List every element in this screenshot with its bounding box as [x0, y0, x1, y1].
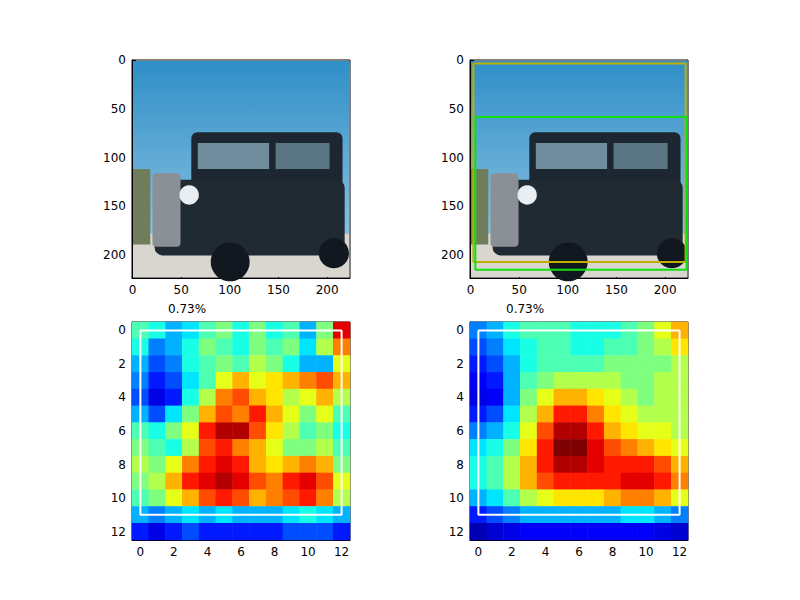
- svg-text:150: 150: [441, 199, 464, 213]
- svg-text:8: 8: [118, 458, 126, 472]
- svg-text:0: 0: [467, 283, 475, 297]
- svg-text:10: 10: [111, 491, 126, 505]
- svg-text:8: 8: [271, 545, 279, 559]
- svg-text:8: 8: [456, 458, 464, 472]
- svg-text:100: 100: [441, 151, 464, 165]
- svg-text:4: 4: [118, 390, 126, 404]
- svg-text:50: 50: [174, 283, 189, 297]
- svg-text:6: 6: [575, 545, 583, 559]
- svg-text:12: 12: [334, 545, 349, 559]
- svg-text:0: 0: [456, 53, 464, 67]
- svg-text:200: 200: [441, 248, 464, 262]
- svg-text:0: 0: [118, 323, 126, 337]
- svg-text:200: 200: [103, 248, 126, 262]
- svg-text:10: 10: [300, 545, 315, 559]
- svg-text:10: 10: [638, 545, 653, 559]
- svg-text:0: 0: [456, 323, 464, 337]
- svg-text:4: 4: [456, 390, 464, 404]
- svg-text:100: 100: [218, 283, 241, 297]
- svg-text:2: 2: [456, 357, 464, 371]
- svg-text:150: 150: [605, 283, 628, 297]
- svg-text:2: 2: [118, 357, 126, 371]
- svg-text:6: 6: [118, 424, 126, 438]
- svg-text:100: 100: [556, 283, 579, 297]
- svg-text:6: 6: [237, 545, 245, 559]
- svg-text:150: 150: [267, 283, 290, 297]
- svg-text:0: 0: [118, 53, 126, 67]
- svg-text:0.73%: 0.73%: [506, 302, 544, 316]
- svg-text:50: 50: [449, 102, 464, 116]
- svg-text:50: 50: [512, 283, 527, 297]
- svg-text:50: 50: [111, 102, 126, 116]
- svg-text:0: 0: [137, 545, 145, 559]
- svg-text:200: 200: [316, 283, 339, 297]
- svg-text:100: 100: [103, 151, 126, 165]
- svg-text:150: 150: [103, 199, 126, 213]
- svg-text:0: 0: [475, 545, 483, 559]
- svg-text:12: 12: [449, 525, 464, 539]
- svg-text:200: 200: [654, 283, 677, 297]
- svg-text:4: 4: [204, 545, 212, 559]
- svg-text:0: 0: [129, 283, 137, 297]
- svg-text:12: 12: [111, 525, 126, 539]
- svg-text:2: 2: [508, 545, 516, 559]
- svg-text:6: 6: [456, 424, 464, 438]
- svg-text:4: 4: [542, 545, 550, 559]
- svg-text:0.73%: 0.73%: [168, 302, 206, 316]
- svg-text:8: 8: [609, 545, 617, 559]
- svg-text:2: 2: [170, 545, 178, 559]
- svg-text:12: 12: [672, 545, 687, 559]
- svg-text:10: 10: [449, 491, 464, 505]
